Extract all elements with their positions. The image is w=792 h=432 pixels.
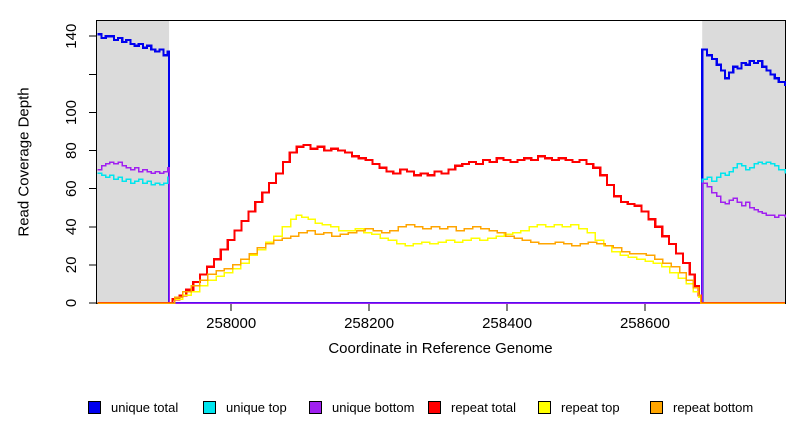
legend-label: unique top <box>226 399 287 415</box>
legend-label: repeat top <box>561 399 620 415</box>
unique-top-swatch-icon <box>203 400 216 414</box>
legend-label: repeat total <box>451 399 517 415</box>
x-axis-title: Coordinate in Reference Genome <box>328 340 553 357</box>
x-tick-label: 258000 <box>206 315 256 332</box>
legend-item-unique-bottom: unique bottom <box>309 399 414 415</box>
legend-label: unique total <box>111 399 179 415</box>
y-tick-label: 0 <box>63 299 80 307</box>
unique-total-swatch-icon <box>88 400 101 414</box>
legend-label: unique bottom <box>332 399 415 415</box>
repeat-top-swatch-icon <box>538 400 551 414</box>
repeat-bottom-swatch-icon <box>650 400 663 414</box>
y-tick-label: 60 <box>63 180 80 197</box>
masked-region <box>96 21 170 303</box>
y-axis-title: Read Coverage Depth <box>15 87 33 237</box>
y-tick-label: 80 <box>63 142 80 159</box>
legend-label: repeat bottom <box>673 399 754 415</box>
series-line-repeat-bottom <box>97 224 785 304</box>
x-tick-label: 258400 <box>482 315 532 332</box>
legend-item-repeat-bottom: repeat bottom <box>650 399 753 415</box>
y-tick-label: 100 <box>63 100 80 125</box>
legend: unique total unique top unique bottom re… <box>0 399 792 419</box>
legend-item-repeat-total: repeat total <box>428 399 516 415</box>
y-tick-label: 40 <box>63 218 80 235</box>
unique-bottom-swatch-icon <box>309 400 322 414</box>
repeat-total-swatch-icon <box>428 400 441 414</box>
x-tick-label: 258200 <box>344 315 394 332</box>
x-tick-label: 258600 <box>620 315 670 332</box>
legend-item-repeat-top: repeat top <box>538 399 620 415</box>
legend-item-unique-total: unique total <box>88 399 178 415</box>
legend-item-unique-top: unique top <box>203 399 287 415</box>
y-tick-label: 20 <box>63 257 80 274</box>
series-line-unique-total <box>97 33 787 305</box>
series-line-repeat-total <box>97 143 785 305</box>
y-tick-label: 140 <box>63 24 80 49</box>
